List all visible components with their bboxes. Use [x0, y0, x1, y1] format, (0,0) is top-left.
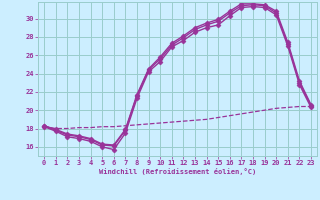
X-axis label: Windchill (Refroidissement éolien,°C): Windchill (Refroidissement éolien,°C)	[99, 168, 256, 175]
